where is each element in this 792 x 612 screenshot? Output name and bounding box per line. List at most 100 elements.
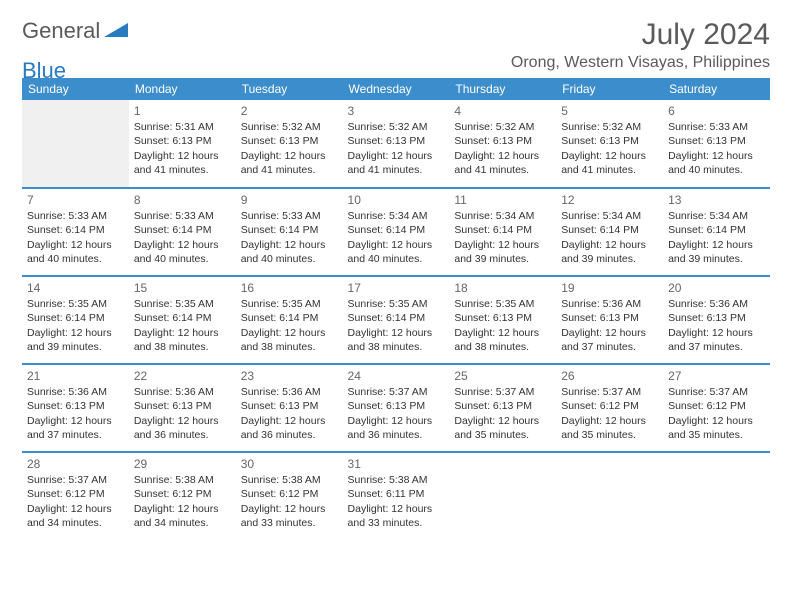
- sunrise-line: Sunrise: 5:33 AM: [241, 209, 338, 223]
- day-cell-6: 6Sunrise: 5:33 AMSunset: 6:13 PMDaylight…: [663, 100, 770, 188]
- day-number: 24: [348, 368, 445, 384]
- daylight-line: Daylight: 12 hours and 38 minutes.: [134, 326, 231, 354]
- day-cell-26: 26Sunrise: 5:37 AMSunset: 6:12 PMDayligh…: [556, 364, 663, 452]
- daylight-line: Daylight: 12 hours and 36 minutes.: [348, 414, 445, 442]
- day-number: 10: [348, 192, 445, 208]
- daylight-line: Daylight: 12 hours and 40 minutes.: [134, 238, 231, 266]
- day-cell-18: 18Sunrise: 5:35 AMSunset: 6:13 PMDayligh…: [449, 276, 556, 364]
- day-cell-24: 24Sunrise: 5:37 AMSunset: 6:13 PMDayligh…: [343, 364, 450, 452]
- sunset-line: Sunset: 6:14 PM: [134, 311, 231, 325]
- daylight-line: Daylight: 12 hours and 41 minutes.: [454, 149, 551, 177]
- sunset-line: Sunset: 6:14 PM: [241, 311, 338, 325]
- day-cell-20: 20Sunrise: 5:36 AMSunset: 6:13 PMDayligh…: [663, 276, 770, 364]
- sunrise-line: Sunrise: 5:38 AM: [134, 473, 231, 487]
- day-number: 2: [241, 103, 338, 119]
- sunset-line: Sunset: 6:14 PM: [27, 311, 124, 325]
- sunrise-line: Sunrise: 5:32 AM: [454, 120, 551, 134]
- daylight-line: Daylight: 12 hours and 41 minutes.: [348, 149, 445, 177]
- sunset-line: Sunset: 6:13 PM: [561, 134, 658, 148]
- day-cell-9: 9Sunrise: 5:33 AMSunset: 6:14 PMDaylight…: [236, 188, 343, 276]
- day-cell-14: 14Sunrise: 5:35 AMSunset: 6:14 PMDayligh…: [22, 276, 129, 364]
- day-cell-21: 21Sunrise: 5:36 AMSunset: 6:13 PMDayligh…: [22, 364, 129, 452]
- sunset-line: Sunset: 6:14 PM: [561, 223, 658, 237]
- day-cell-25: 25Sunrise: 5:37 AMSunset: 6:13 PMDayligh…: [449, 364, 556, 452]
- day-number: 31: [348, 456, 445, 472]
- sunset-line: Sunset: 6:13 PM: [668, 134, 765, 148]
- sunrise-line: Sunrise: 5:35 AM: [241, 297, 338, 311]
- sunrise-line: Sunrise: 5:36 AM: [134, 385, 231, 399]
- sunrise-line: Sunrise: 5:35 AM: [454, 297, 551, 311]
- day-cell-7: 7Sunrise: 5:33 AMSunset: 6:14 PMDaylight…: [22, 188, 129, 276]
- day-number: 29: [134, 456, 231, 472]
- sunrise-line: Sunrise: 5:32 AM: [561, 120, 658, 134]
- daylight-line: Daylight: 12 hours and 41 minutes.: [241, 149, 338, 177]
- day-number: 5: [561, 103, 658, 119]
- sunset-line: Sunset: 6:14 PM: [134, 223, 231, 237]
- day-cell-16: 16Sunrise: 5:35 AMSunset: 6:14 PMDayligh…: [236, 276, 343, 364]
- sunrise-line: Sunrise: 5:33 AM: [27, 209, 124, 223]
- day-number: 21: [27, 368, 124, 384]
- sunrise-line: Sunrise: 5:37 AM: [27, 473, 124, 487]
- sunrise-line: Sunrise: 5:36 AM: [27, 385, 124, 399]
- daylight-line: Daylight: 12 hours and 38 minutes.: [454, 326, 551, 354]
- day-cell-31: 31Sunrise: 5:38 AMSunset: 6:11 PMDayligh…: [343, 452, 450, 540]
- day-cell-12: 12Sunrise: 5:34 AMSunset: 6:14 PMDayligh…: [556, 188, 663, 276]
- daylight-line: Daylight: 12 hours and 41 minutes.: [134, 149, 231, 177]
- day-cell-2: 2Sunrise: 5:32 AMSunset: 6:13 PMDaylight…: [236, 100, 343, 188]
- title-block: July 2024 Orong, Western Visayas, Philip…: [511, 18, 770, 72]
- logo: General: [22, 18, 130, 44]
- location-text: Orong, Western Visayas, Philippines: [511, 54, 770, 72]
- day-cell-30: 30Sunrise: 5:38 AMSunset: 6:12 PMDayligh…: [236, 452, 343, 540]
- sunset-line: Sunset: 6:14 PM: [348, 311, 445, 325]
- sunset-line: Sunset: 6:13 PM: [454, 311, 551, 325]
- day-number: 27: [668, 368, 765, 384]
- daylight-line: Daylight: 12 hours and 37 minutes.: [668, 326, 765, 354]
- day-cell-17: 17Sunrise: 5:35 AMSunset: 6:14 PMDayligh…: [343, 276, 450, 364]
- sunset-line: Sunset: 6:13 PM: [348, 399, 445, 413]
- day-number: 8: [134, 192, 231, 208]
- day-number: 18: [454, 280, 551, 296]
- empty-cell: [22, 100, 129, 188]
- month-title: July 2024: [511, 18, 770, 52]
- sunset-line: Sunset: 6:13 PM: [454, 134, 551, 148]
- sunset-line: Sunset: 6:13 PM: [134, 399, 231, 413]
- daylight-line: Daylight: 12 hours and 34 minutes.: [134, 502, 231, 530]
- daylight-line: Daylight: 12 hours and 33 minutes.: [348, 502, 445, 530]
- daylight-line: Daylight: 12 hours and 40 minutes.: [241, 238, 338, 266]
- day-number: 28: [27, 456, 124, 472]
- weekday-friday: Friday: [556, 78, 663, 100]
- daylight-line: Daylight: 12 hours and 33 minutes.: [241, 502, 338, 530]
- logo-word1: General: [22, 18, 100, 44]
- day-cell-27: 27Sunrise: 5:37 AMSunset: 6:12 PMDayligh…: [663, 364, 770, 452]
- sunrise-line: Sunrise: 5:32 AM: [348, 120, 445, 134]
- weekday-wednesday: Wednesday: [343, 78, 450, 100]
- sunset-line: Sunset: 6:14 PM: [241, 223, 338, 237]
- sunrise-line: Sunrise: 5:34 AM: [454, 209, 551, 223]
- day-cell-29: 29Sunrise: 5:38 AMSunset: 6:12 PMDayligh…: [129, 452, 236, 540]
- daylight-line: Daylight: 12 hours and 35 minutes.: [668, 414, 765, 442]
- day-cell-22: 22Sunrise: 5:36 AMSunset: 6:13 PMDayligh…: [129, 364, 236, 452]
- day-number: 3: [348, 103, 445, 119]
- calendar-week-row: 1Sunrise: 5:31 AMSunset: 6:13 PMDaylight…: [22, 100, 770, 188]
- sunset-line: Sunset: 6:13 PM: [241, 399, 338, 413]
- sunset-line: Sunset: 6:14 PM: [454, 223, 551, 237]
- weekday-monday: Monday: [129, 78, 236, 100]
- weekday-thursday: Thursday: [449, 78, 556, 100]
- sunrise-line: Sunrise: 5:34 AM: [348, 209, 445, 223]
- daylight-line: Daylight: 12 hours and 39 minutes.: [561, 238, 658, 266]
- day-cell-8: 8Sunrise: 5:33 AMSunset: 6:14 PMDaylight…: [129, 188, 236, 276]
- day-number: 7: [27, 192, 124, 208]
- sunset-line: Sunset: 6:13 PM: [668, 311, 765, 325]
- weekday-tuesday: Tuesday: [236, 78, 343, 100]
- sunrise-line: Sunrise: 5:37 AM: [668, 385, 765, 399]
- sunrise-line: Sunrise: 5:33 AM: [668, 120, 765, 134]
- calendar-week-row: 28Sunrise: 5:37 AMSunset: 6:12 PMDayligh…: [22, 452, 770, 540]
- day-number: 25: [454, 368, 551, 384]
- day-number: 23: [241, 368, 338, 384]
- empty-cell: [663, 452, 770, 540]
- day-number: 17: [348, 280, 445, 296]
- sunrise-line: Sunrise: 5:37 AM: [454, 385, 551, 399]
- sunrise-line: Sunrise: 5:36 AM: [668, 297, 765, 311]
- empty-cell: [556, 452, 663, 540]
- day-number: 30: [241, 456, 338, 472]
